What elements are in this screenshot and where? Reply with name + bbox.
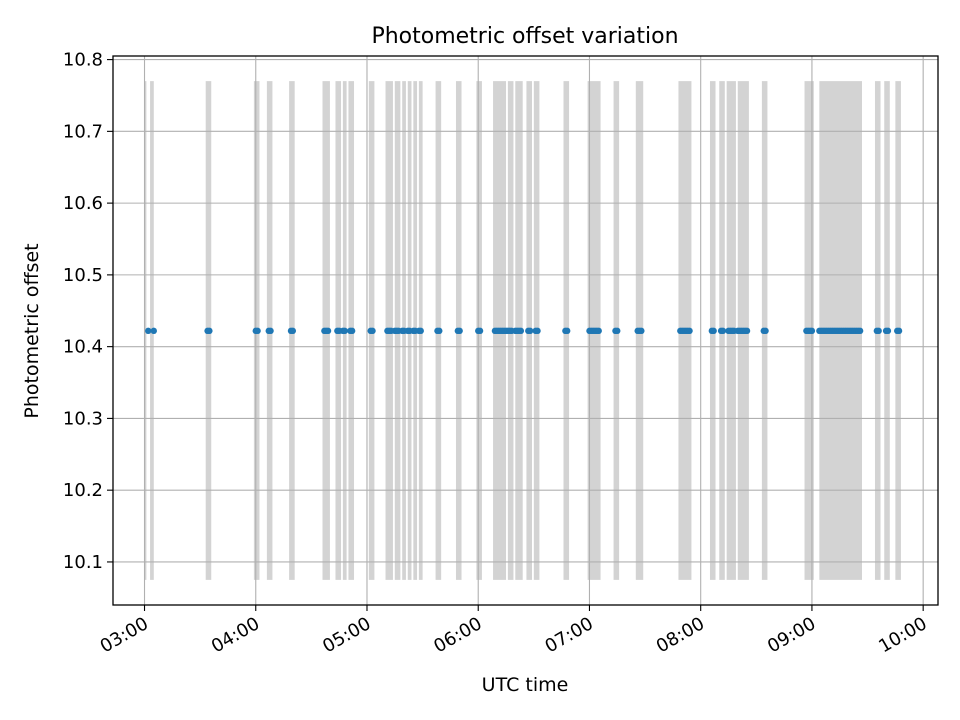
data-point xyxy=(719,327,727,335)
data-point xyxy=(417,327,424,335)
y-tick-label: 10.1 xyxy=(63,552,103,573)
data-point xyxy=(743,327,751,335)
data-point xyxy=(436,327,443,335)
data-point xyxy=(517,327,525,335)
data-point xyxy=(267,327,274,335)
data-point xyxy=(614,327,621,335)
x-axis-label: UTC time xyxy=(482,674,569,696)
y-ticks: 10.1 10.2 10.3 10.4 10.5 10.6 10.7 10.8 xyxy=(63,50,113,573)
y-tick-label: 10.6 xyxy=(63,193,103,214)
data-point xyxy=(526,327,534,335)
data-point xyxy=(762,327,769,335)
data-point xyxy=(895,327,903,335)
y-tick-label: 10.2 xyxy=(63,480,103,501)
data-point xyxy=(884,327,892,335)
y-tick-label: 10.8 xyxy=(63,50,103,71)
data-point xyxy=(476,327,484,335)
y-tick-label: 10.3 xyxy=(63,408,103,429)
y-tick-label: 10.7 xyxy=(63,121,103,142)
data-point xyxy=(348,327,356,335)
data-point xyxy=(856,327,864,335)
data-point xyxy=(686,327,693,335)
data-point xyxy=(638,327,645,335)
data-point xyxy=(456,327,463,335)
data-point xyxy=(875,327,882,335)
data-point xyxy=(808,327,816,335)
data-point xyxy=(206,327,213,335)
data-point xyxy=(324,327,332,335)
data-point xyxy=(341,327,348,335)
plot-frame xyxy=(112,55,939,606)
data-point xyxy=(369,327,376,335)
data-point xyxy=(564,327,571,335)
data-point xyxy=(145,327,152,335)
data-point xyxy=(289,327,297,335)
y-axis-label: Photometric offset xyxy=(21,243,43,418)
y-tick-label: 10.5 xyxy=(63,265,103,286)
data-point xyxy=(595,327,602,335)
y-tick-label: 10.4 xyxy=(63,337,103,358)
data-point xyxy=(150,327,157,335)
chart-title: Photometric offset variation xyxy=(371,24,678,49)
data-point xyxy=(254,327,261,335)
data-point xyxy=(710,327,717,335)
points-layer xyxy=(145,327,903,335)
data-point xyxy=(534,327,541,335)
